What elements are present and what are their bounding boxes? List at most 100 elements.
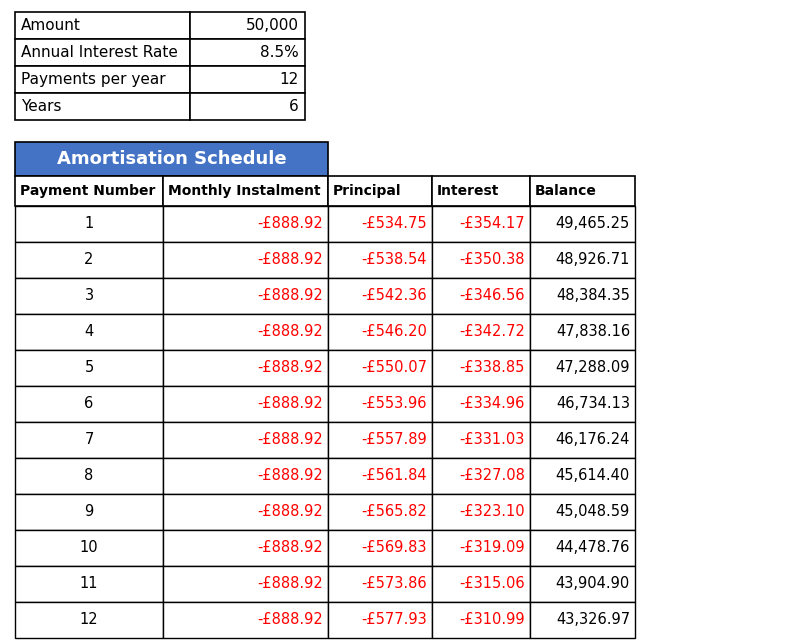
Bar <box>190 66 305 93</box>
Bar <box>163 494 328 530</box>
Bar <box>163 350 328 386</box>
Bar <box>432 278 530 314</box>
Bar <box>328 602 432 638</box>
Text: -£319.09: -£319.09 <box>459 541 525 555</box>
Bar <box>15 314 163 350</box>
Text: -£888.92: -£888.92 <box>257 577 323 591</box>
Text: 7: 7 <box>85 433 93 447</box>
Text: -£557.89: -£557.89 <box>361 433 427 447</box>
Bar <box>15 458 163 494</box>
Bar <box>163 458 328 494</box>
Text: 48,384.35: 48,384.35 <box>556 288 630 304</box>
Text: Amount: Amount <box>21 18 81 33</box>
Text: -£888.92: -£888.92 <box>257 433 323 447</box>
Bar <box>15 566 163 602</box>
Bar <box>15 206 163 242</box>
Text: -£346.56: -£346.56 <box>459 288 525 304</box>
Text: -£573.86: -£573.86 <box>361 577 427 591</box>
Bar <box>163 314 328 350</box>
Bar <box>530 350 635 386</box>
Text: 5: 5 <box>85 361 93 376</box>
Bar <box>15 142 328 176</box>
Text: -£888.92: -£888.92 <box>257 216 323 232</box>
Text: 46,734.13: 46,734.13 <box>556 397 630 412</box>
Bar <box>530 278 635 314</box>
Text: Payments per year: Payments per year <box>21 72 165 87</box>
Bar <box>163 278 328 314</box>
Text: Amortisation Schedule: Amortisation Schedule <box>57 150 286 168</box>
Text: -£565.82: -£565.82 <box>361 505 427 519</box>
Text: -£888.92: -£888.92 <box>257 505 323 519</box>
Bar <box>432 314 530 350</box>
Text: -£354.17: -£354.17 <box>459 216 525 232</box>
Bar <box>432 422 530 458</box>
Bar <box>328 422 432 458</box>
Bar <box>190 39 305 66</box>
Bar <box>432 350 530 386</box>
Text: 2: 2 <box>85 252 93 268</box>
Text: Payment Number: Payment Number <box>20 184 155 198</box>
Text: 11: 11 <box>80 577 98 591</box>
Text: Interest: Interest <box>437 184 499 198</box>
Text: Years: Years <box>21 99 62 114</box>
Bar <box>15 93 190 120</box>
Bar <box>432 602 530 638</box>
Text: -£888.92: -£888.92 <box>257 541 323 555</box>
Bar <box>15 39 190 66</box>
Bar <box>190 12 305 39</box>
Bar <box>328 350 432 386</box>
Bar <box>328 494 432 530</box>
Text: 4: 4 <box>85 324 93 340</box>
Bar <box>530 206 635 242</box>
Text: 9: 9 <box>85 505 93 519</box>
Bar <box>163 422 328 458</box>
Text: 43,904.90: 43,904.90 <box>556 577 630 591</box>
Text: 8.5%: 8.5% <box>260 45 299 60</box>
Bar <box>530 242 635 278</box>
Bar <box>15 242 163 278</box>
Text: 1: 1 <box>85 216 93 232</box>
Text: 3: 3 <box>85 288 93 304</box>
Text: -£553.96: -£553.96 <box>361 397 427 412</box>
Text: -£342.72: -£342.72 <box>459 324 525 340</box>
Bar <box>163 242 328 278</box>
Text: -£334.96: -£334.96 <box>459 397 525 412</box>
Bar <box>15 530 163 566</box>
Bar <box>15 386 163 422</box>
Bar <box>432 206 530 242</box>
Bar <box>15 602 163 638</box>
Bar <box>15 350 163 386</box>
Text: 50,000: 50,000 <box>246 18 299 33</box>
Bar <box>530 386 635 422</box>
Text: 44,478.76: 44,478.76 <box>555 541 630 555</box>
Bar <box>15 12 190 39</box>
Bar <box>328 314 432 350</box>
Text: -£542.36: -£542.36 <box>361 288 427 304</box>
Bar <box>530 602 635 638</box>
Bar <box>328 242 432 278</box>
Bar <box>530 422 635 458</box>
Bar <box>15 278 163 314</box>
Bar <box>163 176 328 206</box>
Text: -£323.10: -£323.10 <box>459 505 525 519</box>
Text: 49,465.25: 49,465.25 <box>556 216 630 232</box>
Text: -£888.92: -£888.92 <box>257 361 323 376</box>
Text: -£888.92: -£888.92 <box>257 324 323 340</box>
Text: -£350.38: -£350.38 <box>459 252 525 268</box>
Text: -£888.92: -£888.92 <box>257 612 323 627</box>
Text: 6: 6 <box>289 99 299 114</box>
Text: -£888.92: -£888.92 <box>257 397 323 412</box>
Text: -£561.84: -£561.84 <box>361 469 427 483</box>
Bar <box>328 566 432 602</box>
Bar <box>15 176 163 206</box>
Text: 8: 8 <box>85 469 93 483</box>
Text: -£331.03: -£331.03 <box>459 433 525 447</box>
Bar <box>530 494 635 530</box>
Text: 12: 12 <box>80 612 98 627</box>
Bar <box>530 530 635 566</box>
Bar <box>15 422 163 458</box>
Bar <box>328 206 432 242</box>
Text: -£538.54: -£538.54 <box>361 252 427 268</box>
Text: 48,926.71: 48,926.71 <box>555 252 630 268</box>
Bar <box>163 530 328 566</box>
